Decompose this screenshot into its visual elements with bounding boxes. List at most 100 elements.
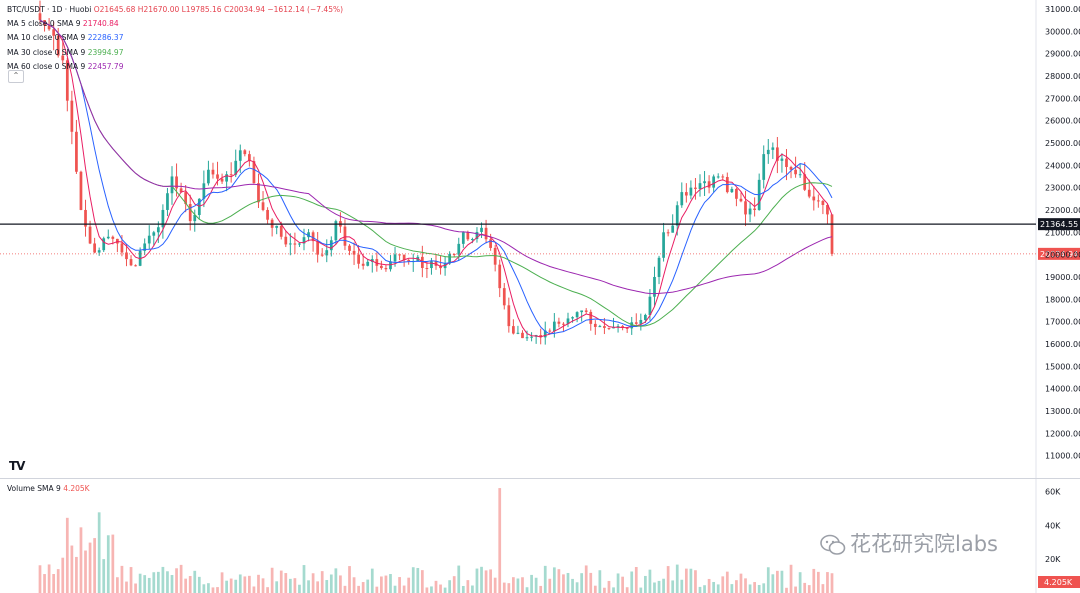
price-tick-label: 11000.00 (1045, 452, 1080, 461)
volume-bar (361, 582, 365, 593)
volume-bar (730, 584, 734, 593)
candle-body (625, 327, 629, 329)
symbol-row[interactable]: BTC/USDT · 1D · Huobi O21645.68 H21670.0… (7, 3, 343, 17)
price-tick-label: 15000.00 (1045, 362, 1080, 371)
volume-bar (657, 580, 661, 593)
candle-body (229, 174, 233, 176)
candle-body (84, 209, 87, 227)
ma30-label: MA 30 close 0 SMA 9 (7, 47, 86, 57)
candle-body (603, 326, 606, 328)
price-tick-label: 24000.00 (1045, 161, 1080, 170)
volume-value: 4.205K (63, 484, 90, 493)
volume-bar (471, 585, 474, 593)
volume-bar (484, 570, 488, 593)
candle-body (575, 312, 579, 318)
candle-body (816, 200, 820, 202)
volume-bar (625, 587, 629, 593)
ma60-label: MA 60 close 0 SMA 9 (7, 61, 86, 71)
candle-body (666, 232, 670, 234)
candle-body (288, 243, 292, 245)
volume-bar (439, 584, 442, 593)
candle-body (826, 204, 829, 215)
candle-body (188, 204, 192, 222)
candle-body (279, 225, 283, 237)
candle-body (707, 181, 711, 188)
candle-body (320, 254, 324, 256)
candle-body (807, 189, 811, 197)
volume-bar (184, 578, 188, 593)
collapse-legend-button[interactable]: ⌃ (8, 70, 24, 83)
tradingview-logo[interactable]: TV (9, 459, 26, 473)
volume-bar (398, 577, 401, 593)
candle-body (644, 314, 647, 320)
candle-body (684, 192, 688, 196)
volume-bar (735, 580, 738, 593)
volume-bar (794, 586, 797, 593)
candle-body (507, 305, 511, 327)
volume-bar (589, 572, 593, 593)
volume-bar (434, 580, 438, 593)
candle-body (516, 332, 520, 334)
volume-bar (138, 573, 142, 593)
candle-body (785, 158, 788, 168)
volume-bar (543, 565, 547, 593)
candle-body (275, 225, 279, 228)
candle-body (557, 321, 561, 324)
volume-bar (684, 568, 688, 593)
candle-body (143, 243, 147, 251)
last-price-label: 20034.94 (1040, 250, 1078, 259)
chevron-up-icon: ⌃ (12, 71, 20, 80)
volume-bar (284, 573, 288, 593)
candle-body (589, 311, 593, 324)
candle-body (298, 243, 301, 245)
ma5-value: 21740.84 (82, 19, 119, 29)
moving-averages (39, 19, 833, 338)
price-tick-label: 22000.00 (1045, 206, 1080, 215)
candle-body (703, 181, 706, 184)
candle-body (134, 265, 137, 267)
last-volume-label: 4.205K (1044, 578, 1073, 587)
volume-bar (402, 585, 406, 593)
volume-bar (539, 585, 543, 593)
ma5-row[interactable]: MA 5 close 0 SMA 9 21740.84 (7, 17, 343, 31)
volume-bar (393, 585, 397, 593)
candle-body (607, 327, 611, 329)
candle-body (698, 183, 702, 189)
candle-body (384, 268, 388, 270)
volume-bar (279, 570, 283, 593)
volume-bar (38, 565, 42, 593)
candle-body (543, 330, 547, 338)
volume-bar (548, 578, 552, 593)
volume-bar (134, 583, 137, 593)
price-tick-label: 31000.00 (1045, 5, 1080, 14)
volume-bar (270, 567, 274, 593)
candle-body (502, 288, 506, 306)
candle-body (735, 188, 738, 199)
candle-body (712, 176, 716, 188)
volume-legend[interactable]: Volume SMA 9 4.205K (7, 484, 90, 493)
ma60-row[interactable]: MA 60 close 0 SMA 9 22457.79 (7, 60, 343, 74)
volume-bar (725, 571, 729, 593)
volume-bar (502, 582, 506, 593)
candle-body (88, 226, 92, 244)
volume-bar (75, 556, 78, 593)
volume-bar (552, 567, 556, 593)
volume-bar (207, 583, 210, 593)
volume-bar (534, 577, 538, 593)
candle-body (38, 13, 42, 21)
candle-body (430, 261, 433, 269)
ma10-row[interactable]: MA 10 close 0 SMA 9 22286.37 (7, 31, 343, 45)
candle-body (803, 174, 807, 190)
candle-body (402, 254, 406, 260)
ma30-row[interactable]: MA 30 close 0 SMA 9 23994.97 (7, 46, 343, 60)
volume-bar (84, 550, 87, 593)
candle-body (812, 196, 816, 201)
candle-body (170, 176, 174, 194)
candle-body (375, 259, 379, 266)
volume-bar (370, 568, 374, 593)
candle-body (266, 209, 269, 220)
candle-body (489, 239, 492, 248)
volume-bar (152, 572, 156, 593)
price-tick-label: 12000.00 (1045, 429, 1080, 438)
